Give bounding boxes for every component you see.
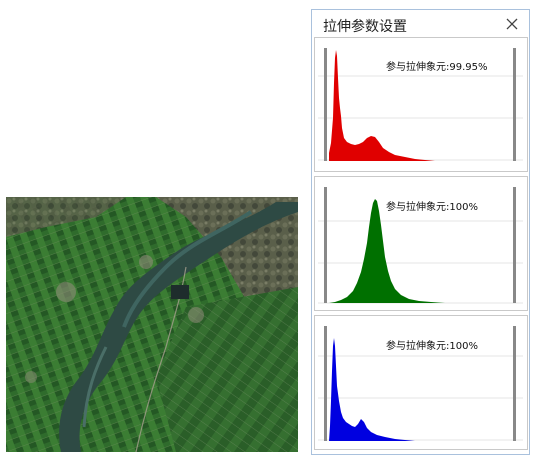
satellite-image-preview <box>6 197 298 452</box>
stretch-min-handle[interactable] <box>324 326 327 441</box>
stretch-parameters-dialog: 拉伸参数设置 参与拉伸象元:99.95% 参与拉伸象 <box>311 9 530 455</box>
histogram-blue-label: 参与拉伸象元:100% <box>386 341 478 352</box>
histogram-red-band[interactable]: 参与拉伸象元:99.95% <box>314 37 528 172</box>
dialog-titlebar: 拉伸参数设置 <box>312 10 529 38</box>
close-button[interactable] <box>502 14 522 34</box>
stretch-max-handle[interactable] <box>513 187 516 303</box>
stretch-max-handle[interactable] <box>513 48 516 161</box>
stretch-max-handle[interactable] <box>513 326 516 441</box>
stretch-min-handle[interactable] <box>324 48 327 161</box>
histogram-red-shape <box>329 50 435 161</box>
dialog-title: 拉伸参数设置 <box>323 19 407 35</box>
stretch-min-handle[interactable] <box>324 187 327 303</box>
histogram-green-shape <box>329 199 445 303</box>
close-icon <box>506 18 518 30</box>
histogram-blue-band[interactable]: 参与拉伸象元:100% <box>314 315 528 450</box>
histogram-red-label: 参与拉伸象元:99.95% <box>386 62 488 73</box>
histogram-green-band[interactable]: 参与拉伸象元:100% <box>314 176 528 311</box>
histogram-blue-shape <box>329 338 415 441</box>
histogram-green-label: 参与拉伸象元:100% <box>386 202 478 213</box>
